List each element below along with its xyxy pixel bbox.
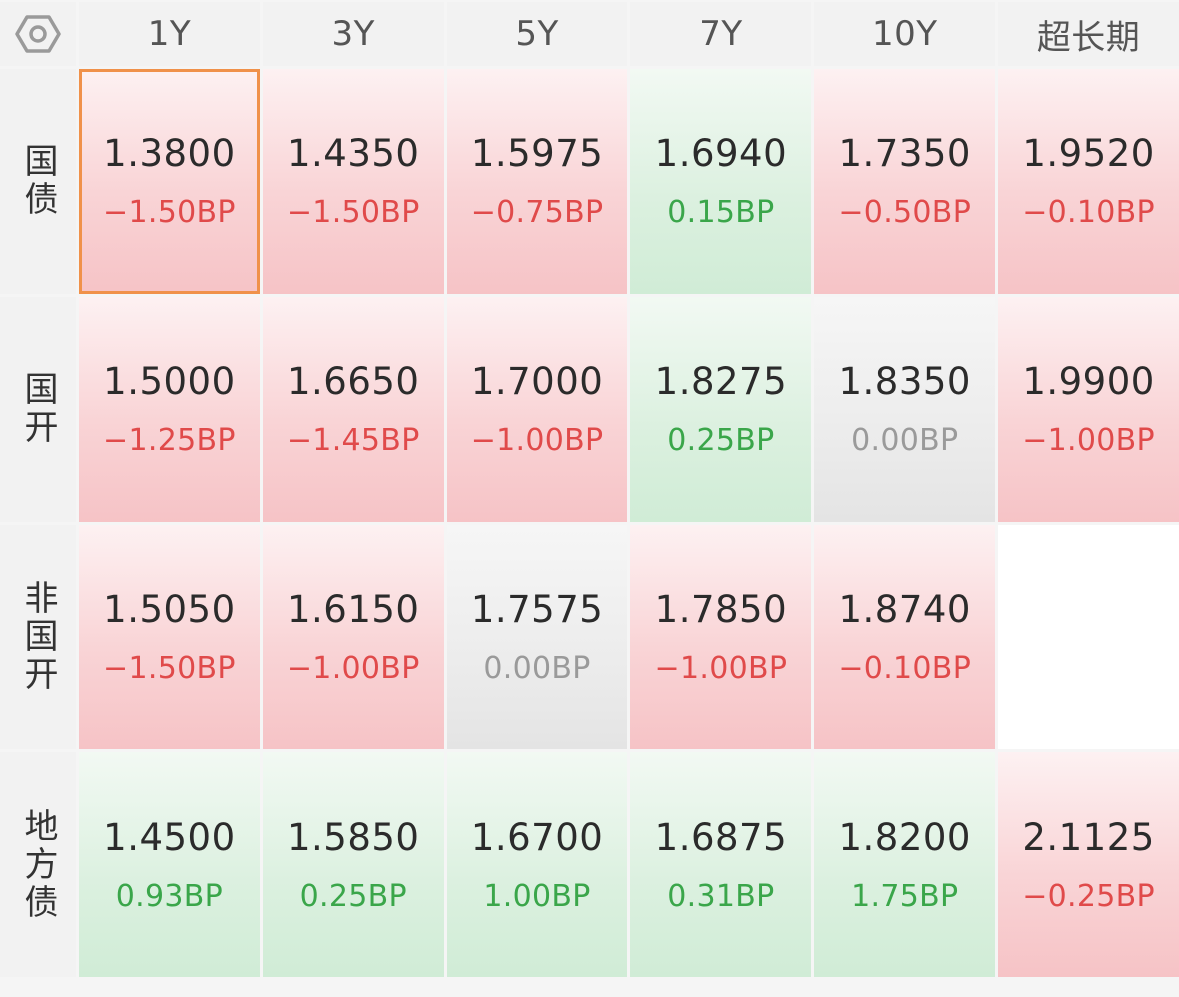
- hexagon-settings-icon: [15, 15, 61, 53]
- yield-rate: 1.3800: [103, 132, 236, 176]
- yield-cell[interactable]: 2.1125 −0.25BP: [998, 752, 1179, 977]
- yield-change: 0.25BP: [667, 423, 775, 459]
- yield-rate: 1.6875: [654, 815, 788, 859]
- tenor-header-3[interactable]: 5Y: [446, 2, 628, 66]
- yield-rate: 1.6700: [470, 815, 604, 859]
- yield-rate: 1.7575: [470, 587, 604, 631]
- yield-rate: 1.7000: [470, 360, 604, 404]
- yield-change: −1.50BP: [286, 195, 420, 231]
- yield-change: −1.45BP: [286, 423, 420, 459]
- yield-cell[interactable]: 1.8200 1.75BP: [814, 752, 996, 977]
- yield-rate: 1.9900: [1022, 360, 1155, 404]
- yield-change: 1.75BP: [851, 878, 959, 914]
- yield-change: 1.00BP: [483, 878, 591, 914]
- yield-rate: 1.9520: [1022, 132, 1155, 176]
- yield-rate: 1.8350: [838, 360, 971, 404]
- yield-cell[interactable]: 1.8350 0.00BP: [814, 296, 996, 522]
- yield-rate: 1.6940: [654, 132, 788, 176]
- yield-change: −1.50BP: [103, 195, 236, 231]
- yield-change: −1.00BP: [654, 650, 788, 686]
- yield-change: −0.25BP: [1022, 878, 1155, 914]
- yield-change: −1.00BP: [1022, 423, 1155, 459]
- yield-cell[interactable]: 1.7575 0.00BP: [446, 524, 628, 750]
- yield-cell[interactable]: 1.6940 0.15BP: [630, 69, 812, 294]
- yield-rate: 1.8275: [654, 360, 788, 404]
- yield-cell[interactable]: 1.4500 0.93BP: [79, 752, 260, 977]
- yield-change: 0.00BP: [851, 423, 959, 459]
- yield-cell[interactable]: 1.5975 −0.75BP: [446, 69, 628, 294]
- yield-change: −0.10BP: [838, 650, 972, 686]
- yield-rate: 1.8740: [838, 587, 971, 631]
- yield-rate: 1.6650: [287, 360, 420, 404]
- yield-cell[interactable]: 1.6650 −1.45BP: [262, 296, 444, 522]
- yield-cell[interactable]: 1.8740 −0.10BP: [814, 524, 996, 750]
- yield-rate: 1.5050: [103, 587, 236, 631]
- yield-change: 0.25BP: [299, 878, 407, 914]
- yield-cell[interactable]: 1.5850 0.25BP: [262, 752, 444, 977]
- yield-rate: 2.1125: [1022, 815, 1155, 859]
- yield-cell[interactable]: 1.7850 −1.00BP: [630, 524, 812, 750]
- yield-rate: 1.8200: [838, 815, 971, 859]
- yield-cell[interactable]: 1.9900 −1.00BP: [998, 296, 1179, 522]
- yield-cell[interactable]: 1.7350 −0.50BP: [814, 69, 996, 294]
- yield-change: 0.93BP: [115, 878, 224, 914]
- yield-rate: 1.6150: [287, 587, 420, 631]
- yield-cell[interactable]: 1.9520 −0.10BP: [998, 69, 1179, 294]
- yield-rate: 1.7350: [838, 132, 971, 176]
- row-label-2[interactable]: 国开: [0, 296, 76, 522]
- yield-cell[interactable]: 1.6150 −1.00BP: [262, 524, 444, 750]
- yield-rate: 1.7850: [654, 587, 788, 631]
- settings-button[interactable]: [0, 2, 76, 66]
- yield-rate: 1.5850: [287, 815, 420, 859]
- yield-rate: 1.4350: [287, 132, 420, 176]
- yield-cell[interactable]: 1.3800 −1.50BP: [79, 69, 260, 294]
- row-label-4[interactable]: 地方债: [0, 752, 76, 977]
- yield-change: −1.25BP: [103, 423, 236, 459]
- tenor-header-2[interactable]: 3Y: [262, 2, 444, 66]
- yield-rate: 1.4500: [103, 815, 236, 859]
- yield-cell[interactable]: 1.5050 −1.50BP: [79, 524, 260, 750]
- yield-change: −1.00BP: [286, 650, 420, 686]
- yield-cell[interactable]: 1.6875 0.31BP: [630, 752, 812, 977]
- yield-cell[interactable]: 1.8275 0.25BP: [630, 296, 812, 522]
- tenor-header-6[interactable]: 超长期: [998, 2, 1179, 66]
- row-label-3[interactable]: 非国开: [0, 524, 76, 750]
- tenor-header-1[interactable]: 1Y: [79, 2, 260, 66]
- yield-cell[interactable]: 1.6700 1.00BP: [446, 752, 628, 977]
- yield-rate: 1.5975: [470, 132, 604, 176]
- yield-change: −0.75BP: [470, 195, 604, 231]
- yield-change: −0.50BP: [838, 195, 972, 231]
- empty-cell: [998, 524, 1179, 750]
- yield-cell[interactable]: 1.4350 −1.50BP: [262, 69, 444, 294]
- yield-cell[interactable]: 1.5000 −1.25BP: [79, 296, 260, 522]
- yield-change: −1.50BP: [103, 650, 236, 686]
- yield-change: 0.00BP: [483, 650, 591, 686]
- row-label-1[interactable]: 国债: [0, 69, 76, 294]
- tenor-header-5[interactable]: 10Y: [814, 2, 996, 66]
- yield-change: −0.10BP: [1022, 195, 1155, 231]
- yield-cell[interactable]: 1.7000 −1.00BP: [446, 296, 628, 522]
- yield-change: 0.31BP: [667, 878, 775, 914]
- tenor-header-4[interactable]: 7Y: [630, 2, 812, 66]
- yield-change: −1.00BP: [470, 423, 604, 459]
- yield-rate: 1.5000: [103, 360, 236, 404]
- yield-change: 0.15BP: [667, 195, 775, 231]
